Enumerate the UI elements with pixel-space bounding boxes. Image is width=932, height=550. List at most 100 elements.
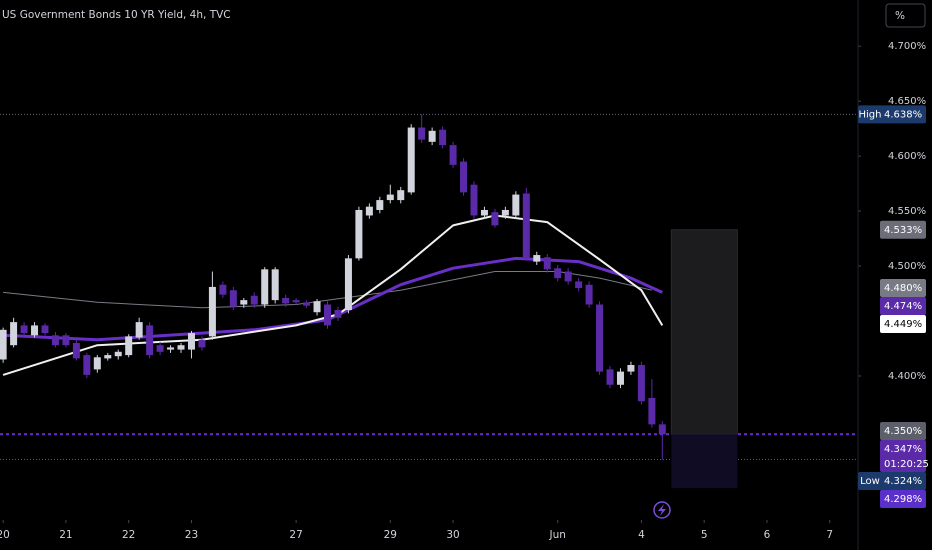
price-label-box (880, 439, 926, 472)
x-tick-label: 6 (764, 529, 771, 541)
candle-body (648, 397, 656, 425)
candle-body (460, 161, 468, 193)
price-label: 4.350% (884, 426, 922, 437)
candle-body (51, 335, 59, 346)
candle-body (261, 269, 269, 305)
candle-body (282, 297, 290, 304)
candle-body (449, 145, 457, 165)
price-label-box (880, 105, 926, 124)
candle-body (554, 268, 562, 279)
x-tick-label: Jun (548, 529, 565, 541)
candle-body (543, 257, 551, 270)
y-tick-label: 4.400% (888, 371, 926, 382)
price-label: 4.298% (884, 494, 922, 505)
y-tick-label: 4.550% (888, 206, 926, 217)
candle-body (20, 325, 28, 334)
moving-average-line (2, 214, 664, 376)
range-box-lower (671, 434, 738, 489)
candle-body (271, 269, 279, 301)
moving-average-line (3, 256, 663, 342)
price-label-box (880, 220, 926, 239)
candle-body (10, 322, 18, 346)
candle-body (72, 343, 80, 359)
price-label: 4.449% (884, 319, 922, 330)
price-tag: High (859, 109, 882, 120)
x-tick-label: 7 (826, 529, 833, 541)
candle-body (501, 209, 509, 216)
price-label: 4.638% (884, 109, 922, 120)
candle-body (575, 281, 583, 289)
candle-body (125, 336, 133, 356)
x-tick-label: 27 (289, 529, 302, 541)
candle-body (376, 200, 384, 210)
x-tick-label: 4 (638, 529, 645, 541)
candle-body (177, 345, 185, 350)
candle-body (480, 209, 488, 216)
price-label-box (880, 297, 926, 316)
price-tag: Low (860, 476, 880, 487)
price-label: 4.474% (884, 301, 922, 312)
candle-body (606, 369, 614, 385)
candle-body (658, 424, 666, 435)
price-label-box (880, 421, 926, 440)
price-tag-box (858, 105, 883, 124)
candle-body (219, 284, 227, 295)
x-tick-label: 21 (59, 529, 72, 541)
y-tick-label: 4.650% (888, 96, 926, 107)
candle-body (418, 127, 426, 140)
candle-body (407, 127, 415, 193)
chart-title: US Government Bonds 10 YR Yield, 4h, TVC (2, 9, 231, 21)
price-label: 4.480% (884, 283, 922, 294)
candle-body (208, 286, 216, 337)
candle-body (491, 212, 499, 226)
price-label-box (880, 315, 926, 334)
x-tick-label: 5 (701, 529, 708, 541)
unit-button[interactable] (885, 3, 926, 28)
flash-icon (653, 501, 671, 519)
candle-body (62, 335, 70, 346)
candle-body (187, 333, 195, 350)
x-tick-label: 29 (384, 529, 397, 541)
candle-body (585, 284, 593, 305)
price-label: 4.324% (884, 476, 922, 487)
candle-body (533, 255, 541, 262)
candle-body (439, 129, 447, 146)
candle-body (564, 271, 572, 282)
candle-body (146, 325, 154, 356)
candle-body (313, 301, 321, 313)
candle-body (250, 295, 258, 305)
price-label: 4.533% (884, 225, 922, 236)
price-label-box (880, 471, 926, 490)
candle-body (93, 357, 101, 370)
candle-body (31, 325, 39, 336)
y-tick-label: 4.600% (888, 151, 926, 162)
candle-body (198, 339, 206, 348)
price-label-box (880, 489, 926, 508)
candle-body (156, 345, 164, 352)
candle-body (365, 206, 373, 216)
candle-body (229, 290, 237, 307)
candle-body (596, 304, 604, 372)
price-label-box (880, 279, 926, 298)
x-tick-label: 30 (446, 529, 459, 541)
candle-body (428, 130, 436, 142)
unit-button-label: % (895, 10, 905, 22)
candle-body (397, 190, 405, 201)
candle-body (114, 351, 122, 357)
candle-body (334, 310, 342, 318)
price-label: 4.347% (884, 444, 922, 455)
candle-body (0, 329, 7, 360)
candle-body (83, 355, 91, 375)
moving-average-line (3, 271, 653, 309)
price-label-countdown: 01:20:25 (884, 459, 929, 470)
candle-body (355, 209, 363, 259)
candle-body (303, 302, 311, 306)
candle-body (240, 300, 248, 305)
candle-body (522, 193, 530, 259)
x-tick-label: 23 (185, 529, 198, 541)
candle-body (104, 355, 112, 359)
candle-body (627, 364, 635, 372)
